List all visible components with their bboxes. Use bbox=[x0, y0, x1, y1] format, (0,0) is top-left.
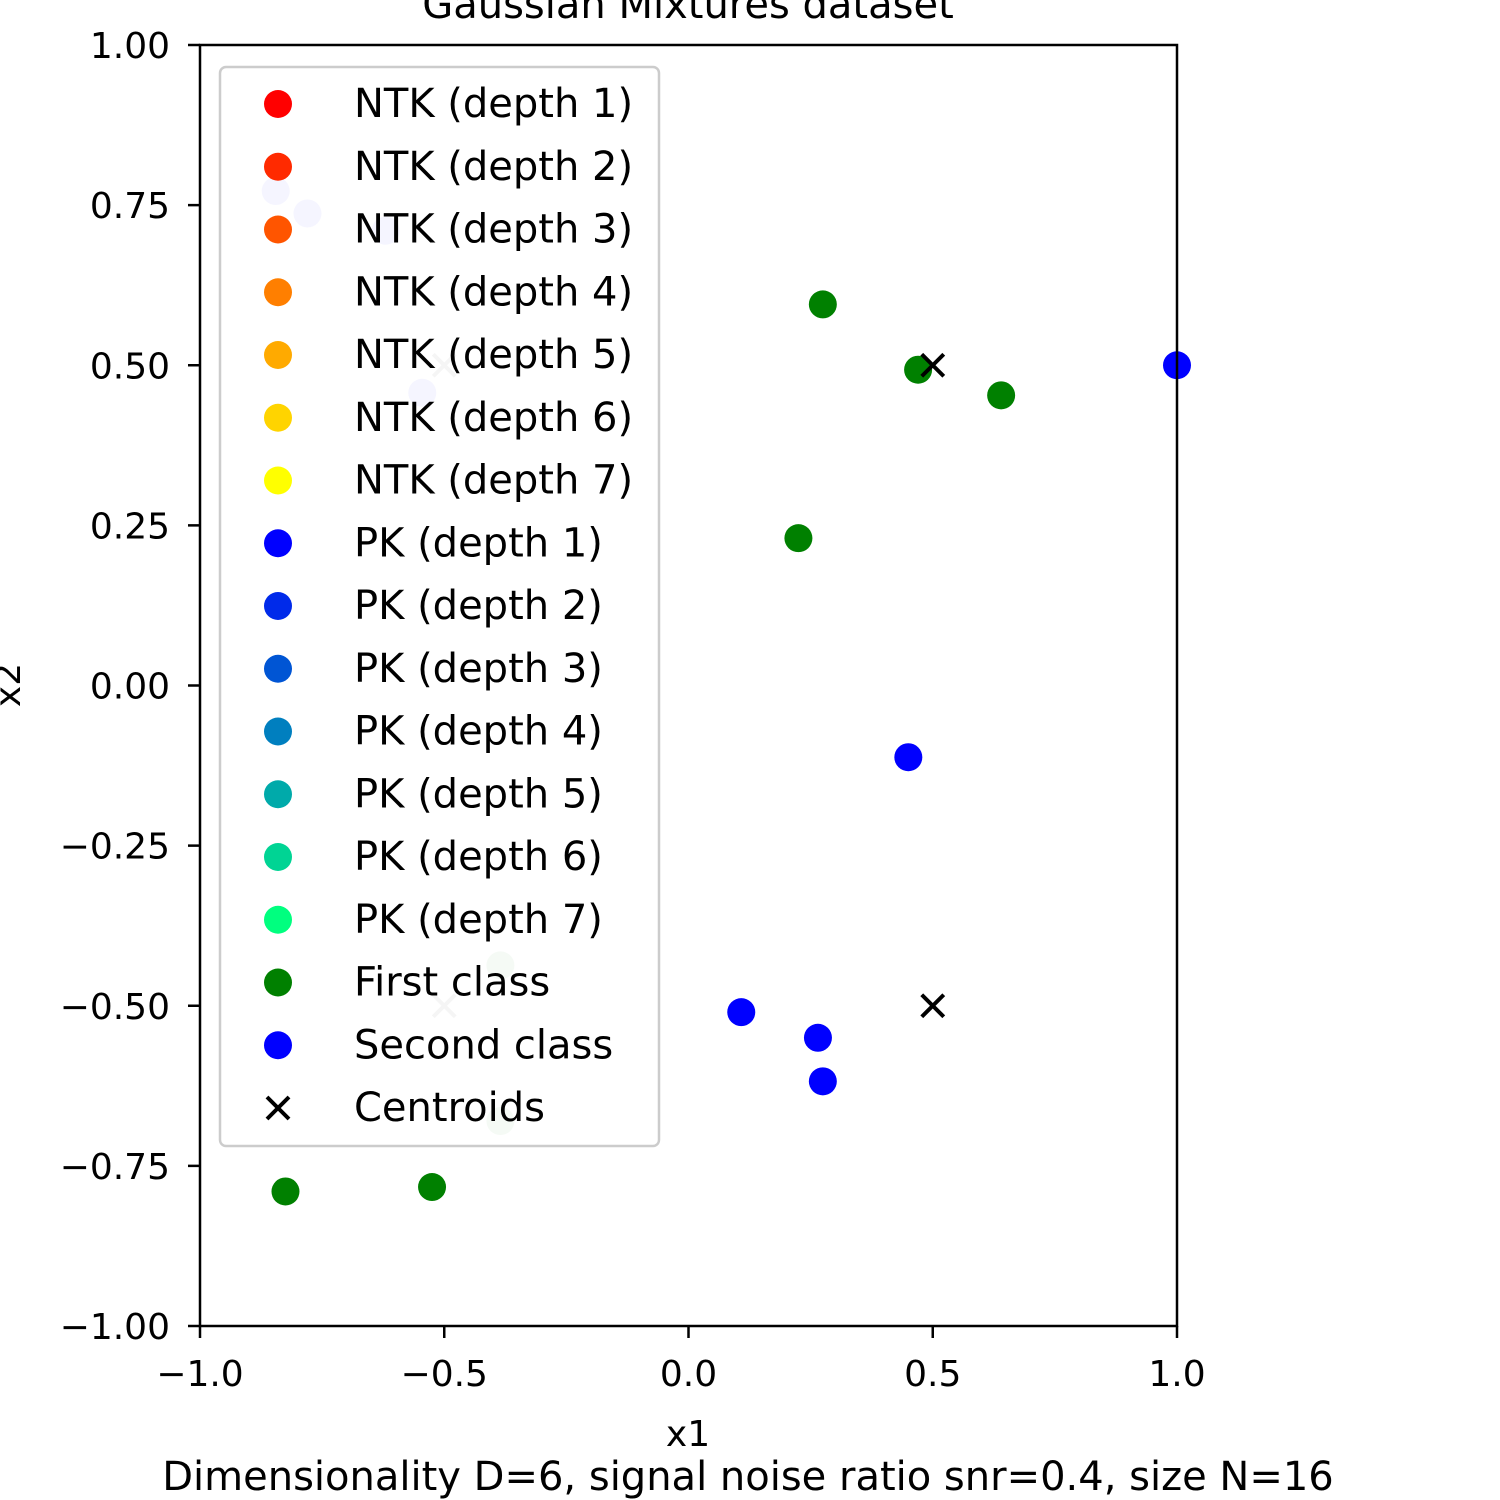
x-axis: −1.0 −0.5 0.0 0.5 1.0 bbox=[156, 1326, 1206, 1395]
chart-caption: Dimensionality D=6, signal noise ratio s… bbox=[162, 1454, 1334, 1500]
x-tick-label: −1.0 bbox=[156, 1354, 243, 1395]
centroids-point-stroke bbox=[920, 352, 946, 378]
y-tick-label: −0.25 bbox=[60, 827, 170, 868]
y-tick-label: 0.50 bbox=[90, 346, 170, 387]
y-tick-label: 0.00 bbox=[90, 667, 170, 708]
x-tick-label: 0.5 bbox=[904, 1354, 961, 1395]
legend-label: NTK (depth 7) bbox=[354, 458, 633, 504]
legend: NTK (depth 1) NTK (depth 2) NTK (depth 3) N… bbox=[218, 65, 661, 1148]
legend-label: PK (depth 5) bbox=[354, 771, 603, 817]
legend-marker bbox=[264, 654, 292, 683]
y-tick-label: 1.00 bbox=[90, 26, 170, 67]
legend-marker bbox=[264, 1031, 292, 1060]
legend-box bbox=[218, 65, 661, 1148]
x-tick-label: 0.0 bbox=[660, 1354, 717, 1395]
legend-marker bbox=[264, 341, 292, 369]
legend-marker bbox=[264, 780, 292, 809]
x-tick-label: −0.5 bbox=[401, 1354, 488, 1395]
legend-marker bbox=[264, 717, 292, 746]
y-tick-label: −0.75 bbox=[60, 1147, 170, 1188]
legend-label: NTK (depth 4) bbox=[354, 269, 633, 315]
y-axis: 1.00 0.75 0.50 0.25 0.00 −0.25 −0.50 −0.75 −1.00 bbox=[60, 26, 200, 1348]
legend-marker bbox=[264, 90, 292, 118]
legend-label: NTK (depth 5) bbox=[354, 332, 633, 378]
x-tick-label: 1.0 bbox=[1148, 1354, 1205, 1395]
y-tick-label: −1.00 bbox=[60, 1307, 170, 1348]
legend-marker-x-stroke bbox=[265, 1095, 291, 1121]
second-class-point bbox=[894, 743, 923, 772]
legend-marker bbox=[264, 905, 292, 934]
legend-marker bbox=[264, 278, 292, 307]
first-class-point bbox=[418, 1173, 447, 1202]
legend-marker bbox=[264, 403, 292, 432]
legend-marker bbox=[264, 843, 292, 871]
first-class-point bbox=[904, 355, 933, 384]
legend-label: PK (depth 6) bbox=[354, 834, 603, 880]
second-class-point bbox=[803, 1023, 832, 1052]
first-class-point bbox=[987, 381, 1016, 410]
legend-marker bbox=[264, 529, 292, 558]
y-tick-label: 0.25 bbox=[90, 506, 170, 547]
legend-marker bbox=[264, 466, 292, 495]
legend-label: NTK (depth 2) bbox=[354, 144, 633, 190]
first-class-point bbox=[808, 290, 837, 319]
centroids-point bbox=[920, 352, 946, 378]
second-class-point bbox=[808, 1067, 837, 1096]
legend-label: PK (depth 3) bbox=[354, 646, 603, 692]
y-tick-label: 0.75 bbox=[90, 186, 170, 227]
legend-marker bbox=[264, 968, 292, 997]
first-class-point bbox=[271, 1177, 300, 1206]
second-class-point bbox=[727, 998, 756, 1027]
legend-label: NTK (depth 3) bbox=[354, 207, 633, 253]
legend-label: First class bbox=[354, 960, 550, 1006]
legend-label: PK (depth 1) bbox=[354, 520, 603, 566]
legend-label: Centroids bbox=[354, 1085, 545, 1131]
centroids-point-stroke bbox=[920, 993, 946, 1019]
first-class-point bbox=[784, 524, 813, 553]
legend-marker bbox=[264, 215, 292, 244]
legend-marker-x bbox=[265, 1095, 291, 1121]
centroids-point bbox=[920, 993, 946, 1019]
legend-label: NTK (depth 1) bbox=[354, 81, 633, 127]
y-axis-label: x2 bbox=[0, 663, 29, 707]
legend-label: PK (depth 2) bbox=[354, 583, 603, 629]
chart-title: Gaussian Mixtures dataset bbox=[422, 0, 954, 28]
legend-label: PK (depth 4) bbox=[354, 709, 603, 755]
x-axis-label: x1 bbox=[666, 1414, 710, 1455]
legend-label: NTK (depth 6) bbox=[354, 395, 633, 441]
legend-marker bbox=[264, 152, 292, 181]
legend-label: PK (depth 7) bbox=[354, 897, 603, 943]
legend-label: Second class bbox=[354, 1022, 613, 1068]
legend-marker bbox=[264, 592, 292, 620]
y-tick-label: −0.50 bbox=[60, 987, 170, 1028]
